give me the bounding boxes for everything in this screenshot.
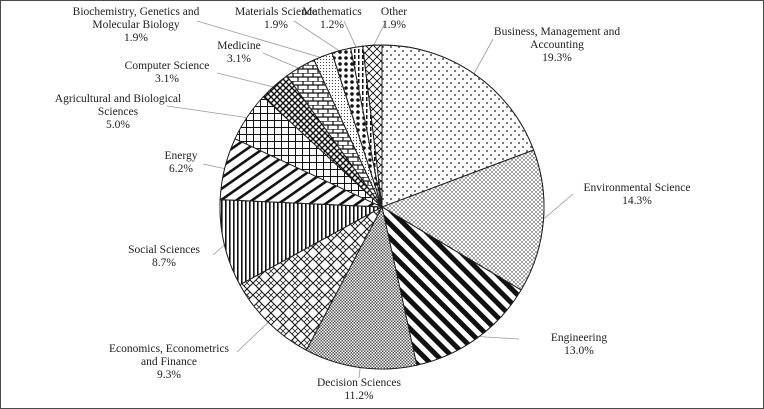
slice-value-7: 5.0%: [106, 119, 130, 131]
slice-name-7-line-0: Agricultural and Biological: [55, 93, 181, 105]
slice-label-4: Economics, Econometrics and Finance 9.3%: [109, 343, 230, 381]
slice-name-3-line-0: Decision Sciences: [317, 377, 402, 389]
slice-labels: Business, Management and Accounting 19.3% E…: [55, 6, 691, 402]
slice-value-8: 3.1%: [155, 73, 179, 85]
slice-name-10-line-1: Molecular Biology: [92, 19, 179, 31]
slice-label-9: Medicine 3.1%: [217, 40, 260, 65]
slice-label-10: Biochemistry, Genetics and Molecular Biol…: [73, 6, 200, 44]
pie-slice-pattern-2: [381, 206, 522, 366]
leader-line-4: [236, 320, 271, 353]
slice-name-2-line-0: Engineering: [551, 332, 607, 344]
leader-line-8: [216, 72, 277, 88]
slice-name-10-line-0: Biochemistry, Genetics and: [73, 6, 200, 18]
slice-value-4: 9.3%: [157, 369, 181, 381]
slice-name-0-line-1: Accounting: [530, 39, 584, 51]
slice-label-5: Social Sciences 8.7%: [128, 244, 200, 269]
leader-line-11: [293, 20, 343, 53]
leader-line-1: [540, 193, 574, 222]
leader-line-13: [372, 20, 387, 48]
pie-slices: [219, 44, 545, 370]
leader-line-9: [262, 52, 302, 70]
slice-value-0: 19.3%: [542, 52, 572, 64]
slice-label-0: Business, Management and Accounting 19.3%: [494, 26, 620, 64]
slice-value-2: 13.0%: [564, 345, 594, 357]
slice-value-6: 6.2%: [169, 163, 193, 175]
slice-value-9: 3.1%: [227, 53, 251, 65]
leader-line-2: [475, 336, 520, 340]
slice-name-1-line-0: Environmental Science: [584, 182, 691, 194]
leader-line-10: [196, 20, 324, 59]
slice-label-2: Engineering 13.0%: [551, 332, 607, 357]
slice-name-0-line-0: Business, Management and: [494, 26, 620, 38]
pie-slice-pattern-3: [305, 205, 418, 370]
slice-value-3: 11.2%: [344, 390, 374, 402]
slice-name-4-line-0: Economics, Econometrics: [109, 343, 230, 355]
slice-label-11: Materials Science 1.9%: [235, 6, 317, 31]
slice-value-10: 1.9%: [124, 32, 148, 44]
slice-label-7: Agricultural and Biological Sciences 5.0%: [55, 93, 181, 131]
slice-name-9-line-0: Medicine: [217, 40, 260, 52]
slice-value-12: 1.2%: [320, 19, 344, 31]
slice-name-11-line-0: Materials Science: [235, 6, 317, 18]
pie-slice-pattern-0: [381, 44, 535, 208]
slice-name-13-line-0: Other: [381, 6, 407, 18]
slice-label-1: Environmental Science 14.3%: [584, 182, 691, 207]
slice-name-8-line-0: Computer Science: [125, 60, 210, 72]
pie-slice-pattern-4: [239, 205, 384, 351]
slice-name-7-line-1: Sciences: [98, 106, 139, 118]
slice-value-11: 1.9%: [264, 19, 288, 31]
leader-line-12: [343, 20, 358, 50]
pie-slice-pattern-1: [380, 149, 545, 291]
slice-label-12: Mathematics 1.2%: [302, 6, 362, 31]
slice-label-13: Other 1.9%: [381, 6, 407, 31]
slice-label-3: Decision Sciences 11.2%: [317, 377, 402, 402]
slice-label-6: Energy 6.2%: [164, 150, 197, 175]
slice-name-4-line-1: and Finance: [141, 356, 197, 368]
slice-name-12-line-0: Mathematics: [302, 6, 362, 18]
slice-name-6-line-0: Energy: [164, 150, 197, 162]
slice-name-5-line-0: Social Sciences: [128, 244, 200, 256]
leader-line-6: [202, 163, 228, 170]
slice-label-8: Computer Science 3.1%: [125, 60, 210, 85]
leader-line-7: [166, 105, 250, 119]
pie-slice-pattern-5: [219, 199, 384, 286]
pie-slice-pattern-13: [362, 44, 383, 208]
slice-value-5: 8.7%: [152, 257, 176, 269]
slice-value-13: 1.9%: [382, 19, 406, 31]
leader-line-0: [472, 38, 494, 76]
slice-value-1: 14.3%: [622, 195, 652, 207]
